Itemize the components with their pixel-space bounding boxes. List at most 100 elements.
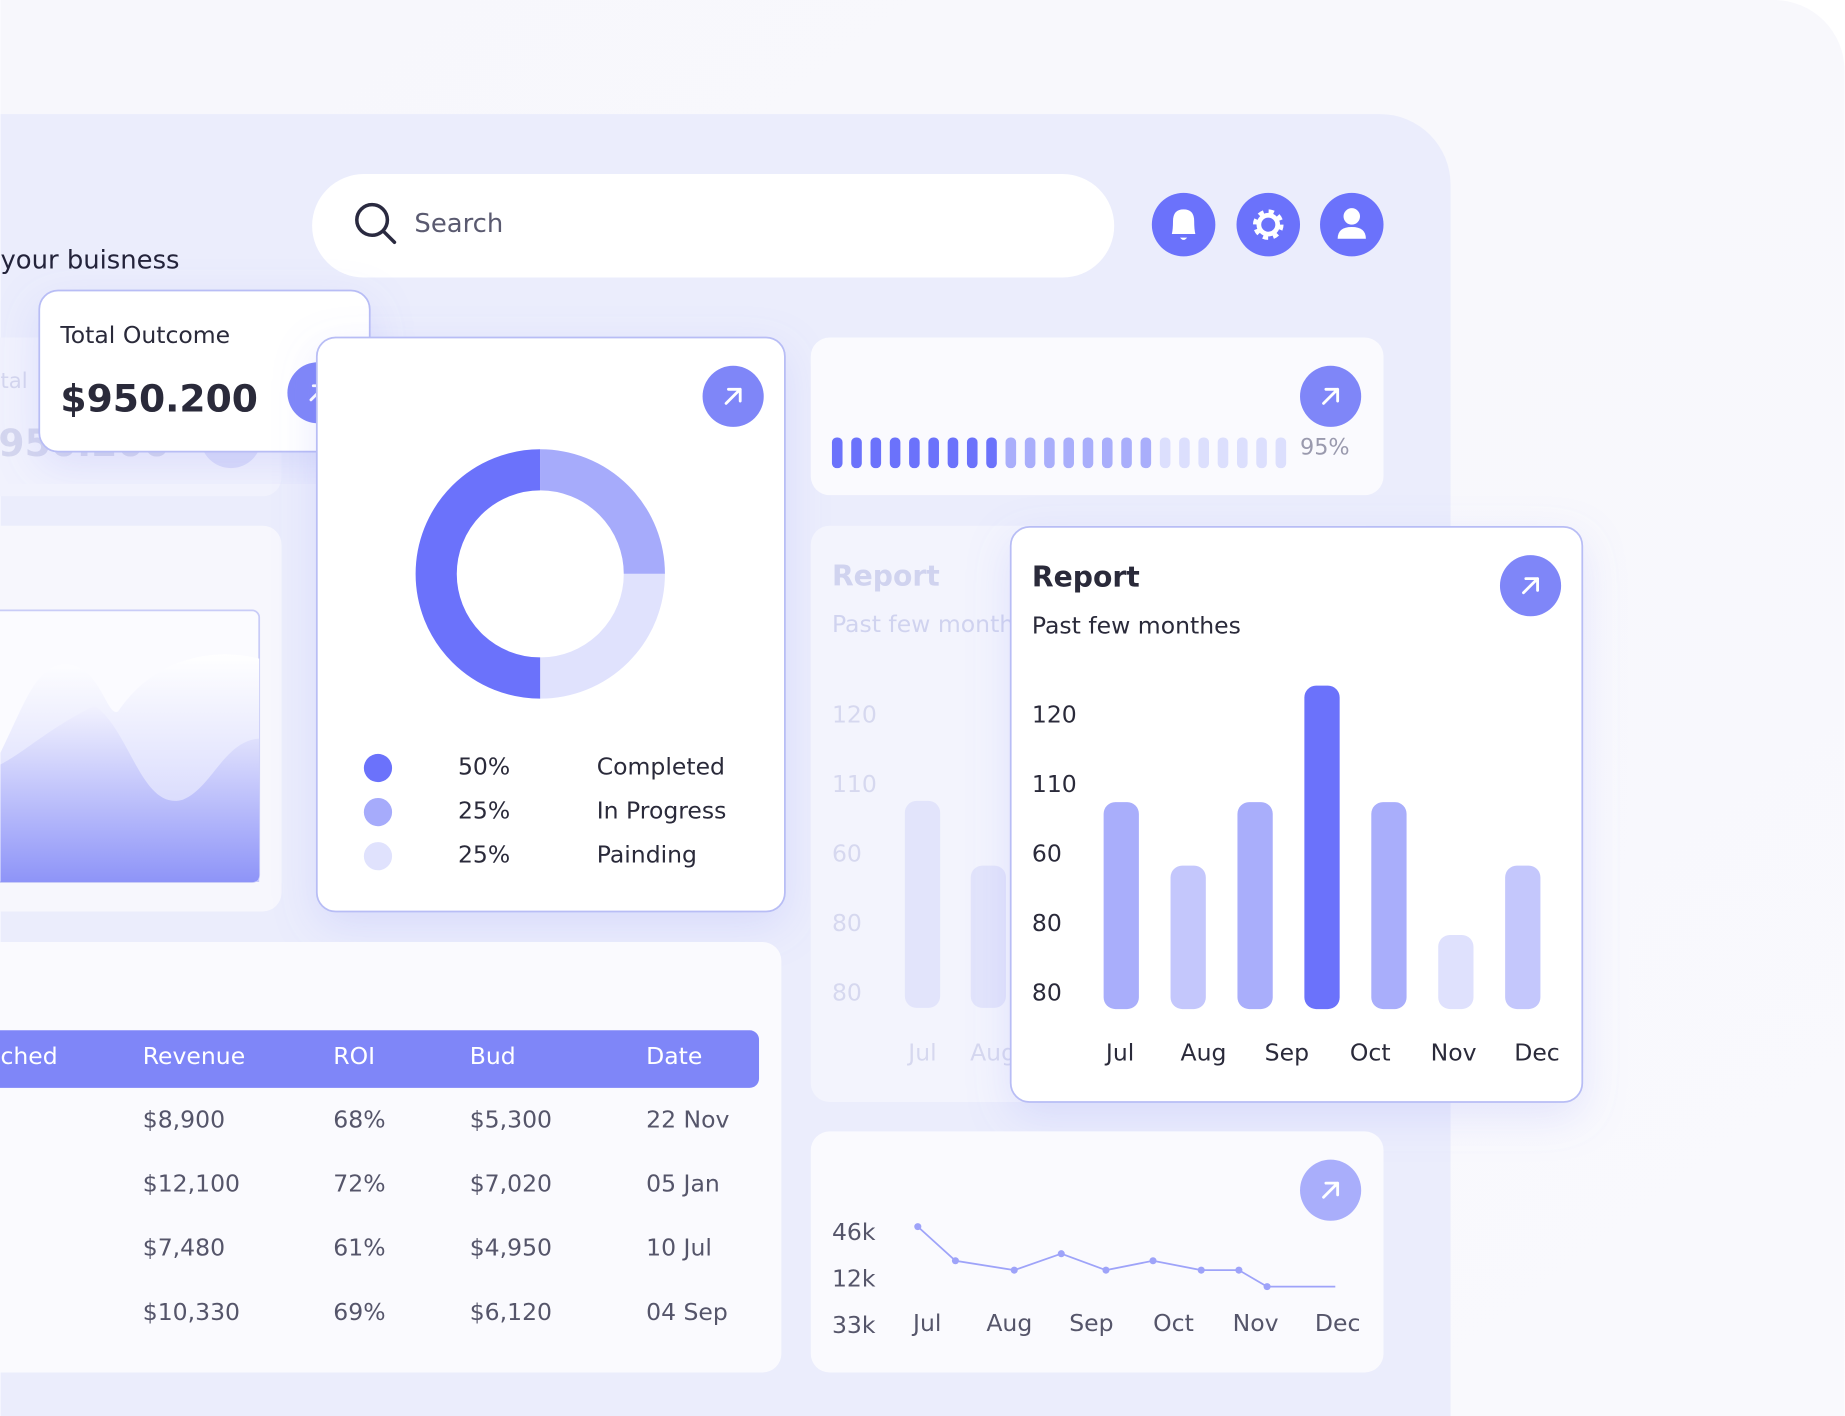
report-bar bbox=[1304, 685, 1340, 1010]
trend-point bbox=[1263, 1283, 1271, 1291]
table-cell: 68% bbox=[333, 1105, 385, 1133]
open-button[interactable] bbox=[702, 365, 764, 427]
progress-segment bbox=[1179, 437, 1190, 469]
open-button[interactable] bbox=[1300, 365, 1362, 427]
line-month: Sep bbox=[1069, 1309, 1113, 1337]
trend-point bbox=[1057, 1250, 1065, 1258]
gear-icon-core bbox=[1256, 212, 1281, 237]
report-tick: 60 bbox=[1032, 840, 1062, 868]
profile-button[interactable] bbox=[1320, 192, 1384, 257]
trend-line bbox=[917, 1225, 1336, 1288]
report-title: Report bbox=[1032, 561, 1140, 594]
report-bar bbox=[1103, 802, 1139, 1010]
report-back-tick: 80 bbox=[832, 909, 862, 937]
line-month: Aug bbox=[986, 1309, 1032, 1337]
arrow-icon bbox=[1322, 387, 1340, 405]
total-outcome-label: Total Outcome bbox=[59, 321, 230, 349]
progress-segment bbox=[1024, 437, 1036, 469]
progress-segment bbox=[1140, 437, 1152, 469]
trend-point bbox=[914, 1223, 922, 1231]
trend-point bbox=[1197, 1266, 1205, 1274]
progress-segment bbox=[966, 437, 978, 469]
legend-dot bbox=[363, 842, 393, 871]
report-bar bbox=[1505, 865, 1541, 1010]
total-outcome-value: $950.200 bbox=[60, 377, 258, 421]
settings-button[interactable] bbox=[1236, 192, 1301, 257]
table-cell: $7,020 bbox=[470, 1170, 552, 1198]
report-month: Dec bbox=[1514, 1038, 1560, 1066]
report-tick: 110 bbox=[1032, 770, 1077, 798]
progress-segment bbox=[851, 437, 862, 469]
report-back-tick: 80 bbox=[832, 978, 862, 1006]
user-icon-head bbox=[1343, 208, 1361, 225]
table-column: Bud bbox=[470, 1042, 516, 1070]
progress-segment bbox=[1063, 437, 1074, 469]
progress-segment bbox=[1256, 437, 1267, 469]
donut-segment bbox=[539, 573, 665, 699]
report-back-bar bbox=[970, 865, 1007, 1008]
search-icon bbox=[355, 202, 390, 237]
report-bar bbox=[1438, 934, 1474, 1010]
report-back-subtitle: Past few monthes bbox=[832, 610, 1041, 638]
line-month: Nov bbox=[1233, 1309, 1279, 1337]
line-chart-card bbox=[810, 1131, 1384, 1373]
open-button[interactable] bbox=[1300, 1159, 1362, 1221]
progress-segment bbox=[1198, 437, 1209, 469]
donut-card bbox=[315, 336, 786, 913]
donut-segment bbox=[539, 449, 665, 575]
table-cell: $6,120 bbox=[470, 1298, 552, 1326]
legend-name: In Progress bbox=[597, 797, 727, 825]
header-subtitle: your buisness bbox=[0, 246, 179, 276]
line-month: Oct bbox=[1153, 1309, 1194, 1337]
trend-point bbox=[1235, 1266, 1243, 1274]
content: your buisness Search tal $950.200 Total Outc… bbox=[0, 174, 1584, 1373]
progress-segment bbox=[1044, 437, 1055, 469]
trend-point bbox=[1102, 1266, 1110, 1274]
trend-point bbox=[1010, 1266, 1018, 1274]
progress-segment bbox=[831, 437, 843, 469]
legend-percent: 50% bbox=[458, 752, 510, 780]
table-column: ROI bbox=[333, 1042, 375, 1070]
report-back-bar bbox=[904, 800, 941, 1008]
report-month: Sep bbox=[1265, 1038, 1309, 1066]
report-back-month: Aug bbox=[970, 1038, 1016, 1066]
progress-segment bbox=[986, 437, 997, 469]
arrow-icon bbox=[1522, 577, 1540, 595]
progress-segment bbox=[870, 437, 882, 469]
table-cell: 05 Jan bbox=[646, 1170, 720, 1198]
report-tick: 120 bbox=[1032, 701, 1077, 729]
bell-icon bbox=[1171, 209, 1196, 240]
search-box[interactable] bbox=[312, 174, 1115, 278]
search-placeholder: Search bbox=[414, 209, 503, 239]
arrow-icon bbox=[1322, 1181, 1340, 1199]
progress-segment bbox=[889, 437, 901, 469]
report-month: Oct bbox=[1350, 1038, 1391, 1066]
report-back-title: Report bbox=[832, 559, 940, 592]
open-button[interactable] bbox=[1499, 555, 1562, 617]
search-icon-handle bbox=[382, 229, 397, 245]
progress-label: 95% bbox=[1300, 435, 1350, 461]
report-back-tick: 120 bbox=[832, 701, 877, 729]
report-month: Nov bbox=[1431, 1038, 1477, 1066]
report-bar bbox=[1237, 802, 1273, 1010]
notifications-button[interactable] bbox=[1151, 192, 1216, 257]
legend-percent: 25% bbox=[458, 797, 510, 825]
progress-segment bbox=[909, 437, 920, 469]
table-column: Date bbox=[646, 1042, 702, 1070]
trend-point bbox=[1149, 1257, 1157, 1265]
report-bar bbox=[1371, 802, 1407, 1010]
report-back-month: Jul bbox=[906, 1038, 936, 1066]
line-month: Dec bbox=[1315, 1309, 1361, 1337]
report-bar bbox=[1170, 865, 1206, 1010]
table-column: Revenue bbox=[143, 1042, 245, 1070]
user-icon-body bbox=[1337, 226, 1366, 239]
legend-name: Completed bbox=[597, 752, 725, 780]
table-cell: 10 Jul bbox=[646, 1234, 712, 1262]
table-header bbox=[0, 1030, 760, 1088]
table-cell: 61% bbox=[333, 1234, 385, 1262]
table-cell: 72% bbox=[333, 1170, 385, 1198]
progress-segment bbox=[1236, 437, 1248, 469]
progress-segment bbox=[1101, 437, 1113, 469]
line-tick: 46k bbox=[832, 1218, 876, 1246]
line-month: Jul bbox=[911, 1309, 941, 1337]
